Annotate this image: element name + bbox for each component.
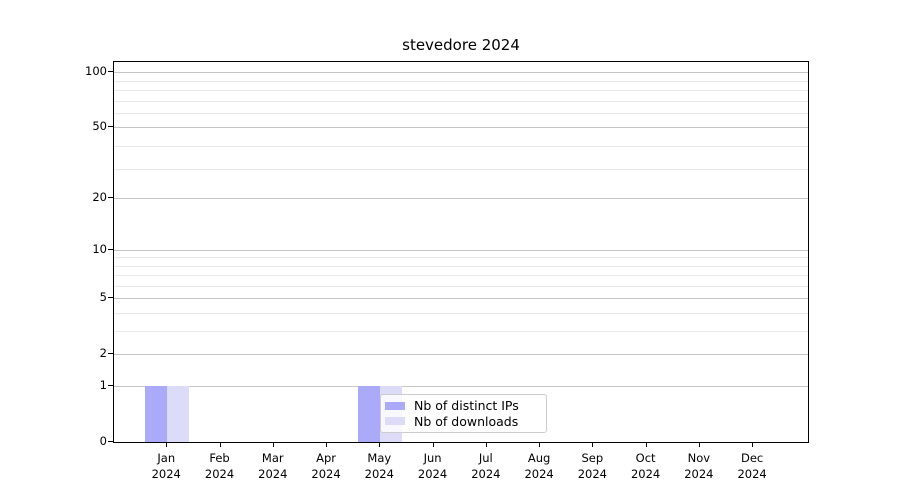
x-tick-label: Dec 2024 <box>712 450 792 482</box>
x-tick-year: 2024 <box>258 467 288 481</box>
x-tick-label: Apr 2024 <box>286 450 366 482</box>
x-tick-month: Mar <box>261 451 284 465</box>
major-gridline <box>114 126 808 128</box>
minor-gridline <box>114 146 808 148</box>
y-tick-label: 2 <box>99 345 107 360</box>
x-tick-mark <box>539 442 541 447</box>
minor-gridline <box>114 101 808 103</box>
minor-gridline <box>114 113 808 115</box>
y-tick-label: 50 <box>92 118 107 133</box>
x-tick-label: Nov 2024 <box>659 450 739 482</box>
y-tick-mark <box>108 441 113 442</box>
y-tick-mark <box>108 352 113 354</box>
x-tick-label: Jul 2024 <box>446 450 526 482</box>
major-gridline <box>114 298 808 300</box>
x-tick-month: Aug <box>527 451 551 465</box>
minor-gridline <box>114 265 808 267</box>
y-tick-label: 10 <box>92 241 107 256</box>
x-tick-mark <box>592 442 594 447</box>
y-tick-mark <box>108 385 113 387</box>
x-tick-month: Sep <box>581 451 604 465</box>
minor-gridline <box>114 312 808 314</box>
major-gridline <box>114 249 808 251</box>
x-tick-mark <box>645 442 647 447</box>
x-tick-year: 2024 <box>630 467 661 481</box>
x-tick-year: 2024 <box>204 467 235 481</box>
y-tick-label: 1 <box>99 378 107 393</box>
minor-gridline <box>114 90 808 92</box>
minor-gridline <box>114 285 808 287</box>
x-tick-year: 2024 <box>311 467 341 481</box>
minor-gridline <box>114 275 808 277</box>
major-gridline <box>114 197 808 199</box>
x-tick-year: 2024 <box>364 467 394 481</box>
y-tick-mark <box>108 248 113 250</box>
x-tick-year: 2024 <box>524 467 554 481</box>
x-tick-mark <box>379 442 381 447</box>
bar-nb-of-distinct-ips <box>358 386 381 442</box>
x-tick-mark <box>698 442 700 447</box>
x-tick-year: 2024 <box>151 467 181 481</box>
plot-area <box>113 61 809 443</box>
x-tick-mark <box>272 442 274 447</box>
x-tick-month: Dec <box>740 451 764 465</box>
y-tick-label: 100 <box>85 63 107 78</box>
x-tick-month: Nov <box>687 451 711 465</box>
x-tick-mark <box>485 442 487 447</box>
x-tick-month: Oct <box>635 451 656 465</box>
minor-gridline <box>114 80 808 82</box>
y-tick-label: 20 <box>92 189 107 204</box>
x-tick-month: Jul <box>478 451 493 465</box>
x-tick-label: Feb 2024 <box>180 450 260 482</box>
x-tick-label: Sep 2024 <box>552 450 632 482</box>
legend-entry: Nb of downloads <box>385 414 538 430</box>
x-tick-month: Feb <box>209 451 230 465</box>
x-tick-label: May 2024 <box>339 450 419 482</box>
legend-swatch <box>385 417 405 426</box>
y-tick-label: 5 <box>99 290 107 305</box>
x-tick-year: 2024 <box>737 467 767 481</box>
x-tick-mark <box>432 442 434 447</box>
x-tick-label: Jun 2024 <box>393 450 473 482</box>
x-tick-mark <box>326 442 328 447</box>
x-tick-label: Aug 2024 <box>499 450 579 482</box>
minor-gridline <box>114 257 808 259</box>
x-tick-year: 2024 <box>577 467 607 481</box>
x-tick-year: 2024 <box>471 467 501 481</box>
x-tick-mark <box>166 442 168 447</box>
y-tick-label: 0 <box>99 434 107 448</box>
major-gridline <box>114 353 808 355</box>
chart-title: stevedore 2024 <box>402 36 520 54</box>
x-tick-month: May <box>367 451 392 465</box>
x-tick-label: Oct 2024 <box>606 450 686 482</box>
x-tick-month: Jun <box>423 451 442 465</box>
legend-label: Nb of downloads <box>414 413 519 429</box>
bar-nb-of-distinct-ips <box>145 386 168 442</box>
x-tick-mark <box>752 442 754 447</box>
legend: Nb of distinct IPs Nb of downloads <box>380 394 547 433</box>
y-tick-mark <box>108 297 113 299</box>
bar-nb-of-downloads <box>167 386 190 442</box>
x-tick-year: 2024 <box>684 467 714 481</box>
y-tick-mark <box>108 196 113 198</box>
legend-swatch <box>385 401 405 410</box>
y-tick-mark <box>108 125 113 127</box>
gridlines-layer <box>114 62 808 442</box>
major-gridline <box>114 386 808 388</box>
x-tick-month: Jan <box>157 451 176 465</box>
x-tick-label: Mar 2024 <box>233 450 313 482</box>
x-tick-year: 2024 <box>417 467 448 481</box>
x-tick-label: Jan 2024 <box>126 450 206 482</box>
legend-label: Nb of distinct IPs <box>414 398 519 414</box>
major-gridline <box>114 71 808 73</box>
x-tick-mark <box>219 442 221 447</box>
x-tick-month: Apr <box>316 451 336 465</box>
legend-entry: Nb of distinct IPs <box>385 398 538 414</box>
minor-gridline <box>114 169 808 171</box>
y-tick-mark <box>108 70 113 72</box>
minor-gridline <box>114 330 808 332</box>
